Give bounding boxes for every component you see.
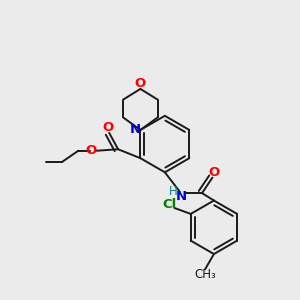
Text: O: O xyxy=(208,166,220,179)
Text: CH₃: CH₃ xyxy=(194,268,216,281)
Text: N: N xyxy=(130,123,141,136)
Text: H: H xyxy=(169,184,178,197)
Text: O: O xyxy=(135,77,146,90)
Text: Cl: Cl xyxy=(162,199,176,212)
Text: O: O xyxy=(86,144,97,157)
Text: N: N xyxy=(176,190,187,202)
Text: O: O xyxy=(102,121,113,134)
